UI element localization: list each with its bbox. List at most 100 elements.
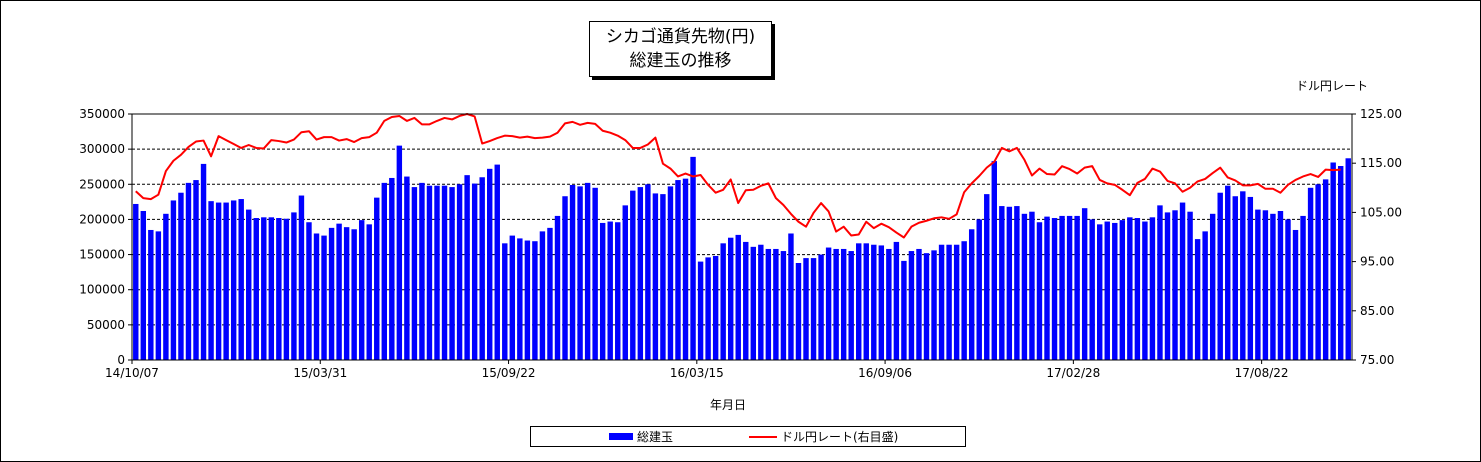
bar — [1300, 215, 1306, 360]
bar — [599, 222, 606, 360]
bar — [336, 223, 342, 360]
bar — [1059, 215, 1065, 360]
bar — [735, 234, 741, 360]
left-tick-label: 350000 — [79, 107, 125, 121]
bar — [1255, 209, 1261, 360]
bar — [261, 217, 267, 360]
bar — [471, 183, 478, 360]
bar — [230, 200, 237, 360]
left-tick-label: 50000 — [87, 318, 125, 332]
bar — [1006, 206, 1013, 360]
bar — [155, 231, 162, 360]
bar — [1029, 211, 1035, 360]
bar — [856, 243, 862, 360]
bar — [840, 248, 847, 360]
right-tick-label: 95.00 — [1360, 255, 1394, 269]
bar — [697, 261, 704, 360]
bar — [1127, 217, 1133, 360]
bar — [645, 184, 651, 360]
bar — [389, 177, 395, 360]
bar — [1142, 221, 1148, 360]
bar — [215, 202, 222, 360]
left-tick-label: 150000 — [79, 248, 125, 262]
chart-title: シカゴ通貨先物(円) — [605, 27, 756, 47]
bar — [1066, 215, 1073, 360]
bar — [1217, 192, 1223, 360]
bar — [494, 164, 500, 360]
bar — [1014, 206, 1020, 360]
bar — [178, 192, 184, 360]
bar — [1036, 222, 1043, 360]
bar — [1337, 166, 1344, 360]
bar — [953, 244, 960, 360]
bar — [660, 194, 666, 360]
rate-line — [135, 113, 1341, 239]
bar — [479, 177, 485, 360]
bar — [705, 257, 711, 360]
bar — [411, 187, 418, 360]
right-tick-label: 115.00 — [1360, 156, 1402, 170]
bar — [1225, 185, 1231, 360]
bar — [396, 145, 403, 360]
bar — [1089, 219, 1095, 360]
bar — [788, 233, 794, 360]
bar — [487, 168, 493, 360]
bar — [961, 241, 967, 360]
bar — [298, 195, 305, 360]
bar — [547, 227, 553, 360]
bar — [554, 215, 561, 360]
bar — [607, 221, 613, 360]
bar — [916, 248, 922, 360]
bar — [381, 182, 387, 360]
right-axis-label: ドル円レート — [1296, 79, 1369, 93]
bar — [727, 237, 734, 360]
bar — [584, 182, 591, 360]
bar — [208, 201, 214, 360]
bar — [1247, 196, 1254, 360]
left-tick-label: 250000 — [79, 177, 125, 191]
x-tick-label: 17/02/28 — [1046, 366, 1100, 380]
bar — [682, 178, 689, 360]
bar — [886, 248, 892, 360]
bar — [404, 176, 410, 360]
bar — [539, 231, 546, 360]
bar — [569, 184, 576, 360]
right-tick-label: 125.00 — [1360, 107, 1402, 121]
bar — [946, 244, 952, 360]
bar — [825, 247, 832, 360]
bar — [1179, 202, 1186, 360]
bar — [1240, 191, 1246, 360]
bar — [893, 241, 900, 360]
bar — [170, 200, 177, 360]
bar — [1074, 215, 1080, 360]
bar — [1345, 158, 1351, 360]
bar — [1044, 216, 1050, 360]
bar — [795, 263, 802, 360]
bar — [366, 224, 372, 360]
left-tick-label: 300000 — [79, 142, 125, 156]
right-tick-label: 85.00 — [1360, 304, 1394, 318]
bar — [863, 243, 869, 360]
bar — [1157, 205, 1163, 360]
bar — [1285, 219, 1291, 360]
bar — [351, 229, 357, 360]
bar — [675, 180, 681, 360]
bar — [780, 251, 787, 360]
x-axis-label: 年月日 — [710, 398, 747, 412]
bar — [667, 186, 674, 360]
bar — [765, 248, 772, 360]
bar — [502, 243, 508, 360]
bar — [1270, 213, 1276, 360]
left-tick-label: 200000 — [79, 212, 125, 226]
bar — [803, 258, 809, 360]
bar — [358, 220, 365, 360]
bar — [509, 235, 516, 360]
x-tick-label: 15/03/31 — [293, 366, 347, 380]
legend-item-line: ドル円レート(右目盛) — [749, 427, 898, 446]
bar — [712, 255, 719, 360]
bar — [1021, 213, 1028, 360]
bar — [343, 227, 350, 360]
bar — [999, 206, 1005, 360]
left-tick-label: 0 — [117, 353, 125, 367]
bar — [441, 185, 448, 360]
